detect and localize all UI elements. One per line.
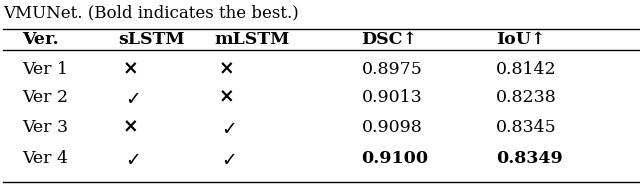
Text: 0.9013: 0.9013 xyxy=(362,89,422,106)
Text: $\checkmark$: $\checkmark$ xyxy=(221,118,236,137)
Text: $\checkmark$: $\checkmark$ xyxy=(125,88,140,107)
Text: 0.8142: 0.8142 xyxy=(496,61,557,78)
Text: $\checkmark$: $\checkmark$ xyxy=(221,148,236,168)
Text: Ver.: Ver. xyxy=(22,31,59,48)
Text: $\mathbf{\times}$: $\mathbf{\times}$ xyxy=(218,60,233,79)
Text: sLSTM: sLSTM xyxy=(118,31,185,48)
Text: 0.8238: 0.8238 xyxy=(496,89,557,106)
Text: $\mathbf{\times}$: $\mathbf{\times}$ xyxy=(122,60,137,79)
Text: DSC↑: DSC↑ xyxy=(362,31,417,48)
Text: 0.8349: 0.8349 xyxy=(496,150,563,166)
Text: Ver 2: Ver 2 xyxy=(22,89,68,106)
Text: 0.9098: 0.9098 xyxy=(362,119,422,136)
Text: $\mathbf{\times}$: $\mathbf{\times}$ xyxy=(218,88,233,107)
Text: $\checkmark$: $\checkmark$ xyxy=(125,148,140,168)
Text: IoU↑: IoU↑ xyxy=(496,31,545,48)
Text: $\mathbf{\times}$: $\mathbf{\times}$ xyxy=(122,118,137,137)
Text: Ver 1: Ver 1 xyxy=(22,61,68,78)
Text: Ver 3: Ver 3 xyxy=(22,119,68,136)
Text: VMUNet. (Bold indicates the best.): VMUNet. (Bold indicates the best.) xyxy=(3,5,299,22)
Text: 0.8345: 0.8345 xyxy=(496,119,557,136)
Text: Ver 4: Ver 4 xyxy=(22,150,68,166)
Text: mLSTM: mLSTM xyxy=(214,31,290,48)
Text: 0.8975: 0.8975 xyxy=(362,61,422,78)
Text: 0.9100: 0.9100 xyxy=(362,150,429,166)
